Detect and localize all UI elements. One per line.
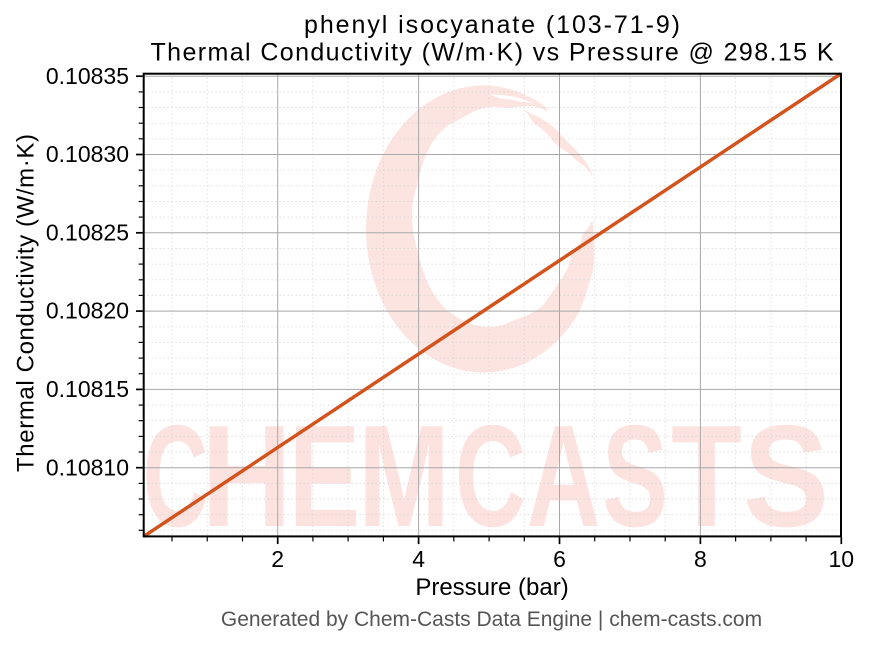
svg-text:10: 10: [829, 546, 855, 572]
svg-text:0.10830: 0.10830: [46, 141, 129, 167]
svg-text:4: 4: [412, 546, 425, 572]
svg-text:H: H: [201, 395, 292, 557]
svg-text:0.10810: 0.10810: [46, 454, 129, 480]
svg-text:Pressure (bar): Pressure (bar): [415, 574, 568, 601]
svg-text:8: 8: [694, 546, 707, 572]
svg-text:0.10820: 0.10820: [46, 298, 129, 324]
svg-text:S: S: [602, 396, 668, 557]
svg-text:S: S: [743, 396, 829, 558]
svg-text:C: C: [455, 396, 526, 557]
svg-text:C: C: [143, 395, 208, 557]
svg-text:2: 2: [271, 546, 284, 572]
svg-text:0.10825: 0.10825: [46, 219, 129, 245]
svg-text:0.10815: 0.10815: [46, 376, 129, 402]
svg-text:0.10835: 0.10835: [46, 63, 129, 89]
svg-text:A: A: [527, 394, 601, 557]
svg-text:E: E: [289, 396, 361, 557]
svg-text:M: M: [358, 395, 450, 557]
svg-text:Thermal Conductivity (W/m·K) v: Thermal Conductivity (W/m·K) vs Pressure…: [151, 39, 834, 67]
svg-text:T: T: [671, 395, 742, 557]
svg-text:phenyl isocyanate (103-71-9): phenyl isocyanate (103-71-9): [304, 11, 680, 39]
svg-text:6: 6: [553, 546, 566, 572]
svg-text:Generated by Chem-Casts Data E: Generated by Chem-Casts Data Engine | ch…: [221, 608, 762, 631]
svg-text:Thermal Conductivity (W/m·K): Thermal Conductivity (W/m·K): [13, 134, 40, 472]
